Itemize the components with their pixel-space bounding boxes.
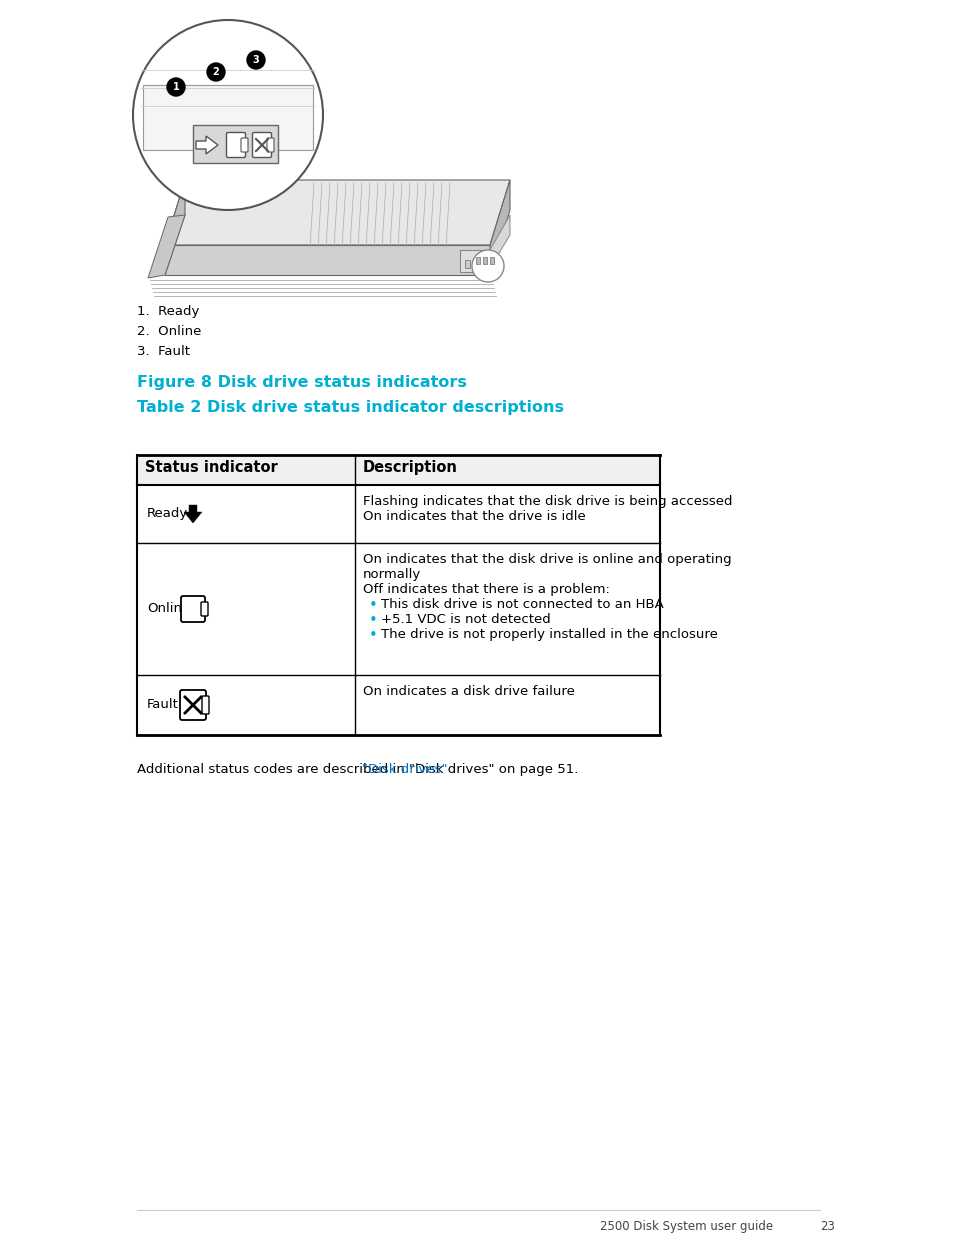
Bar [137, 543, 659, 676]
Text: 3: 3 [253, 56, 259, 65]
FancyBboxPatch shape [267, 138, 274, 152]
Text: 3.  Fault: 3. Fault [137, 345, 190, 358]
Circle shape [247, 51, 265, 69]
Bar [137, 454, 659, 485]
Bar [464, 261, 470, 268]
Polygon shape [165, 180, 185, 275]
Bar [476, 257, 479, 264]
FancyBboxPatch shape [241, 138, 248, 152]
Text: Table 2 Disk drive status indicator descriptions: Table 2 Disk drive status indicator desc… [137, 400, 563, 415]
Text: normally: normally [363, 568, 421, 580]
FancyBboxPatch shape [181, 597, 205, 622]
Polygon shape [266, 172, 339, 247]
Bar [137, 676, 659, 735]
Text: 2500 Disk System user guide: 2500 Disk System user guide [599, 1220, 772, 1233]
Text: Ready: Ready [147, 508, 188, 520]
FancyBboxPatch shape [253, 132, 272, 158]
Text: On indicates a disk drive failure: On indicates a disk drive failure [363, 685, 575, 698]
Polygon shape [184, 505, 202, 522]
Circle shape [167, 78, 185, 96]
Text: 2: 2 [213, 67, 219, 77]
Text: Figure 8 Disk drive status indicators: Figure 8 Disk drive status indicators [137, 375, 466, 390]
Text: On indicates that the drive is idle: On indicates that the drive is idle [363, 510, 585, 522]
FancyBboxPatch shape [202, 697, 209, 714]
Polygon shape [490, 180, 510, 275]
Text: 1.  Ready: 1. Ready [137, 305, 199, 317]
Text: Description: Description [363, 459, 457, 475]
Bar [482, 257, 486, 264]
Bar [459, 249, 490, 272]
Polygon shape [195, 136, 218, 154]
Polygon shape [143, 85, 313, 149]
Text: This disk drive is not connected to an HBA: This disk drive is not connected to an H… [380, 598, 663, 611]
Text: On indicates that the disk drive is online and operating: On indicates that the disk drive is onli… [363, 553, 731, 566]
Text: The drive is not properly installed in the enclosure: The drive is not properly installed in t… [380, 629, 717, 641]
Circle shape [472, 249, 503, 282]
FancyBboxPatch shape [226, 132, 245, 158]
Text: 2.  Online: 2. Online [137, 325, 201, 338]
Text: Additional status codes are described in "Disk drives" on page 51.: Additional status codes are described in… [137, 763, 578, 776]
Text: Fault: Fault [147, 699, 178, 711]
Text: 1: 1 [172, 82, 179, 91]
Circle shape [132, 20, 323, 210]
Text: 23: 23 [820, 1220, 834, 1233]
FancyBboxPatch shape [201, 601, 208, 616]
Text: +5.1 VDC is not detected: +5.1 VDC is not detected [380, 613, 550, 626]
Text: "Disk drives": "Disk drives" [362, 763, 448, 776]
Bar [137, 485, 659, 543]
FancyBboxPatch shape [180, 690, 206, 720]
Bar [480, 261, 485, 268]
Text: Off indicates that there is a problem:: Off indicates that there is a problem: [363, 583, 609, 597]
Text: •: • [369, 613, 377, 629]
Polygon shape [165, 180, 510, 245]
Polygon shape [490, 215, 510, 268]
Text: •: • [369, 598, 377, 613]
Bar [490, 257, 494, 264]
Text: Flashing indicates that the disk drive is being accessed: Flashing indicates that the disk drive i… [363, 495, 732, 508]
Bar [473, 261, 477, 268]
Text: Online: Online [147, 603, 190, 615]
Text: Status indicator: Status indicator [145, 459, 277, 475]
Bar [193, 125, 277, 163]
Text: •: • [369, 629, 377, 643]
Polygon shape [165, 245, 490, 275]
Polygon shape [148, 215, 185, 278]
Circle shape [207, 63, 225, 82]
